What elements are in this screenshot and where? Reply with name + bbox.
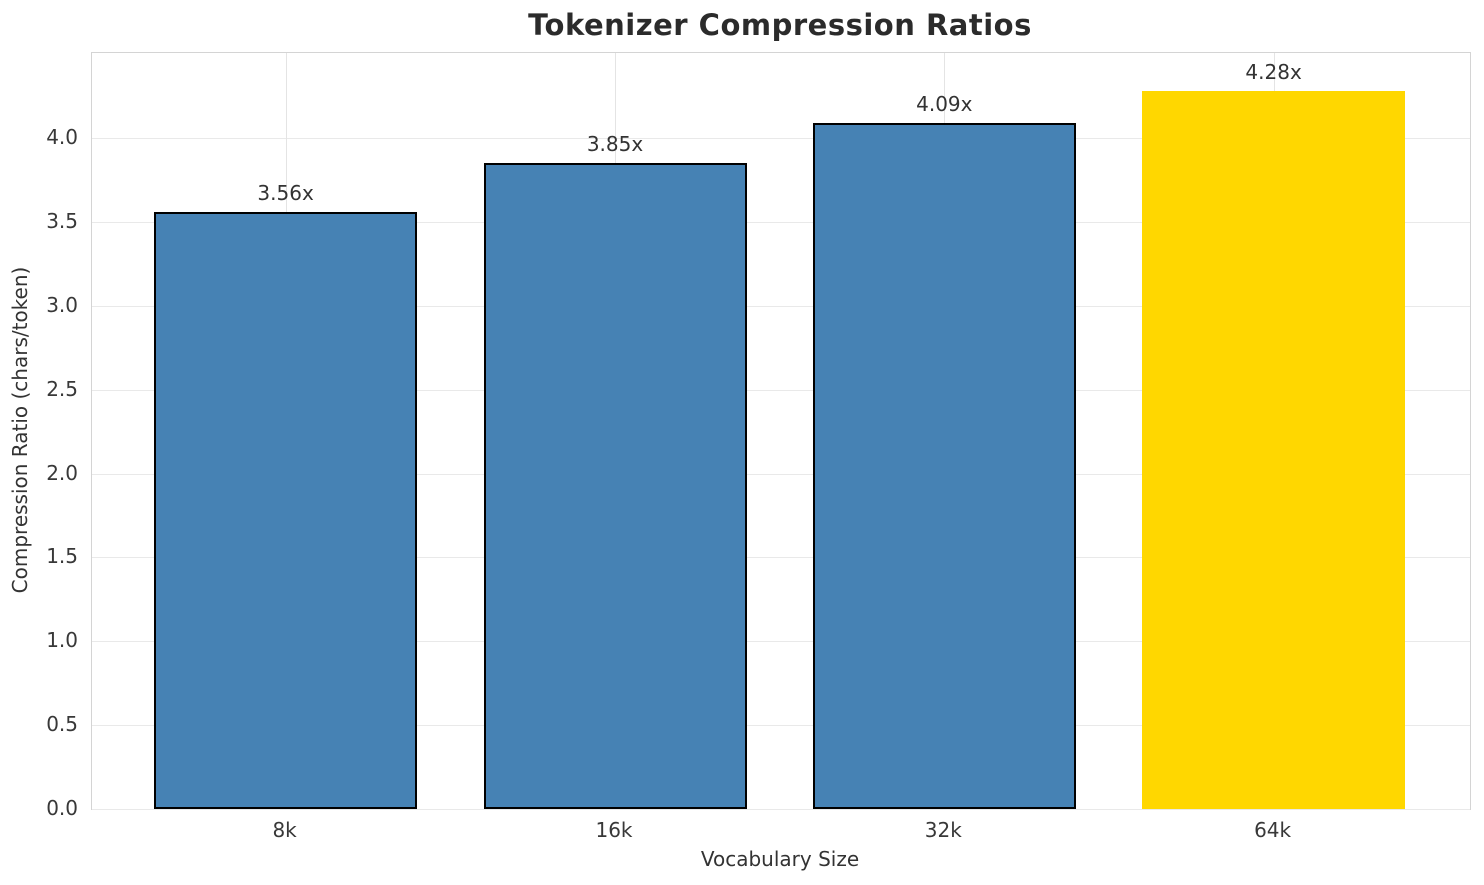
bar-8k <box>154 211 418 809</box>
y-axis-label: Compression Ratio (chars/token) <box>8 266 32 594</box>
y-tick-label: 2.0 <box>46 460 78 485</box>
h-gridline <box>92 389 1470 391</box>
bar-value-label: 4.09x <box>916 91 973 116</box>
y-tick-label: 0.0 <box>46 796 78 820</box>
bar-value-label: 3.56x <box>257 180 314 205</box>
h-gridline <box>92 305 1470 307</box>
plot-area: 3.56x 3.85x 4.09x 4.28x <box>91 52 1471 810</box>
x-tick-label-8k: 8k <box>272 818 297 842</box>
y-tick-label: 3.0 <box>46 292 78 317</box>
h-gridline <box>92 641 1470 643</box>
bar-32k <box>812 122 1076 809</box>
x-axis-label: Vocabulary Size <box>700 847 860 871</box>
y-tick-label: 2.5 <box>46 376 78 401</box>
chart-title: Tokenizer Compression Ratios <box>528 8 1032 42</box>
y-tick-label: 1.5 <box>46 544 78 569</box>
bar-value-label: 4.28x <box>1245 60 1302 85</box>
y-tick-label: 4.0 <box>46 125 78 149</box>
y-tick-label: 0.5 <box>46 712 78 737</box>
y-tick-label: 1.0 <box>46 628 78 653</box>
x-tick-label-16k: 16k <box>595 818 633 842</box>
h-gridline <box>92 557 1470 559</box>
h-gridline <box>92 473 1470 475</box>
y-tick-label: 3.5 <box>46 208 78 233</box>
h-gridline <box>92 138 1470 139</box>
x-tick-label-64k: 64k <box>1254 818 1292 842</box>
h-gridline <box>92 221 1470 223</box>
bar-16k <box>483 163 747 809</box>
bar-value-label: 3.85x <box>586 132 644 157</box>
x-tick-label-32k: 32k <box>924 818 962 842</box>
h-gridline <box>92 809 1470 810</box>
bar-64k <box>1142 91 1406 809</box>
h-gridline <box>92 725 1470 727</box>
